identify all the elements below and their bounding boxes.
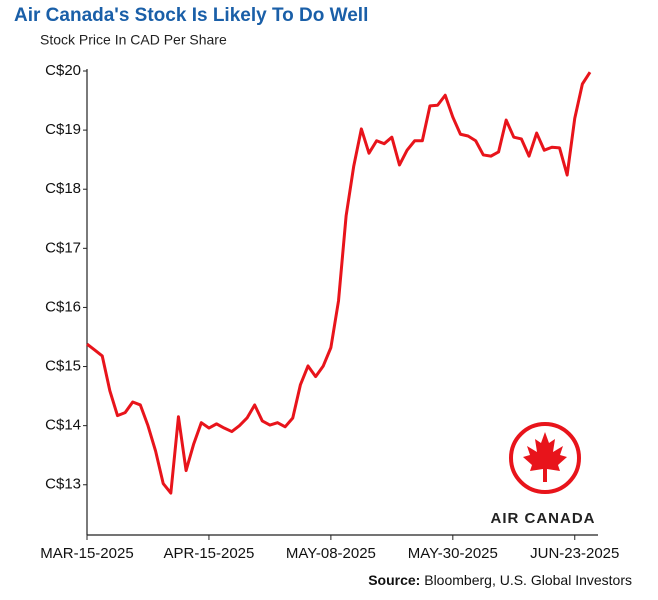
y-tick-label: C$17: [45, 239, 81, 256]
price-line: [86, 71, 592, 495]
x-tick-label: MAR-15-2025: [40, 545, 133, 562]
y-tick-label: C$18: [45, 180, 81, 197]
y-tick-label: C$16: [45, 298, 81, 315]
y-tick-label: C$20: [45, 62, 81, 79]
logo: AIR CANADA: [491, 422, 596, 527]
chart-title: Air Canada's Stock Is Likely To Do Well: [14, 5, 368, 26]
x-tick-label: APR-15-2025: [163, 545, 254, 562]
logo-leaf: [523, 432, 567, 482]
x-tick-label: JUN-23-2025: [530, 545, 619, 562]
x-tick-label: MAY-08-2025: [286, 545, 376, 562]
x-tick-label: MAY-30-2025: [408, 545, 498, 562]
logo-ring: [509, 422, 581, 494]
logo-text: AIR CANADA: [491, 510, 596, 527]
y-tick-label: C$15: [45, 358, 81, 375]
y-tick-label: C$13: [45, 476, 81, 493]
chart-subtitle: Stock Price In CAD Per Share: [40, 32, 227, 48]
source: Source: Bloomberg, U.S. Global Investors: [368, 572, 632, 588]
source-text: Bloomberg, U.S. Global Investors: [424, 572, 632, 588]
y-tick-label: C$14: [45, 417, 81, 434]
y-tick-label: C$19: [45, 121, 81, 138]
source-label: Source:: [368, 572, 420, 588]
